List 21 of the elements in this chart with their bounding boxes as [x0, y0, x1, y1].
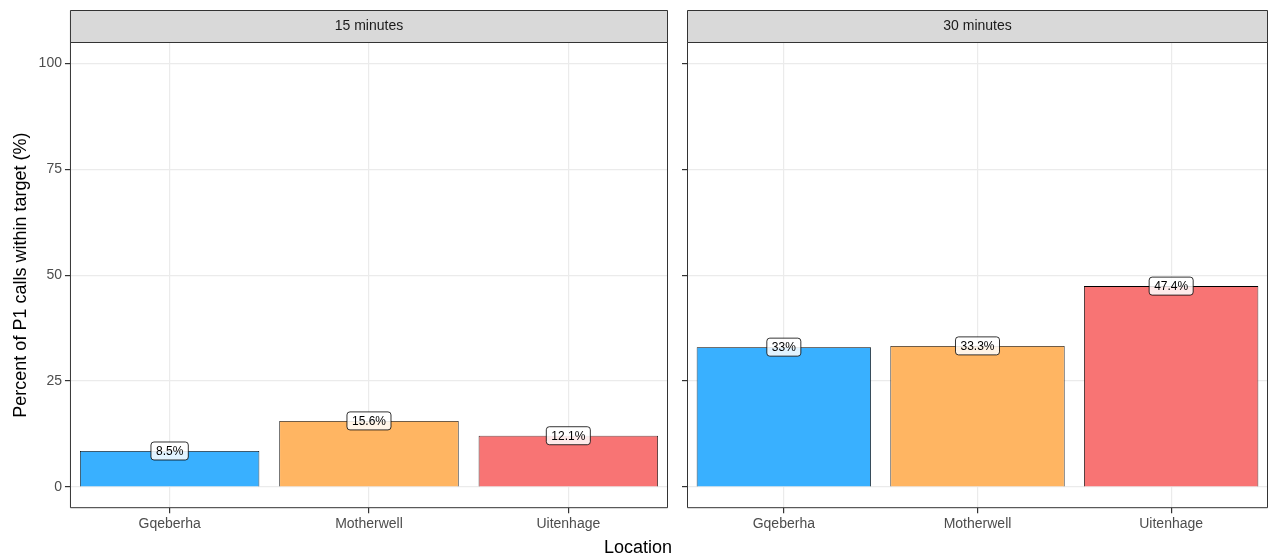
chart-title: 15 minutes [334, 16, 404, 33]
y-tick-label: 25 [46, 371, 63, 388]
chart-title: 30 minutes [943, 16, 1012, 33]
data-label: 33.3% [960, 339, 995, 354]
x-tick-label: Uitenhage [1139, 515, 1204, 532]
data-label: 47.4% [1154, 279, 1189, 294]
data-label: 15.6% [351, 414, 387, 429]
x-tick-label: Motherwell [943, 515, 1012, 532]
data-label: 33% [771, 340, 797, 355]
y-tick-label: 100 [38, 54, 63, 71]
x-tick-label: Gqeberha [752, 515, 816, 532]
y-tick-label: 75 [46, 160, 63, 176]
x-tick-label: Motherwell [335, 515, 403, 532]
y-tick-label: 0 [54, 477, 63, 494]
y-axis-title: Percent of P1 calls within target (%) [9, 132, 30, 418]
x-tick-label: Uitenhage [536, 515, 601, 532]
y-tick-label: 50 [46, 265, 63, 282]
data-label: 8.5% [155, 444, 184, 459]
x-axis-title: Location [602, 536, 674, 558]
data-label: 12.1% [551, 429, 586, 444]
x-tick-label: Gqeberha [138, 515, 201, 532]
